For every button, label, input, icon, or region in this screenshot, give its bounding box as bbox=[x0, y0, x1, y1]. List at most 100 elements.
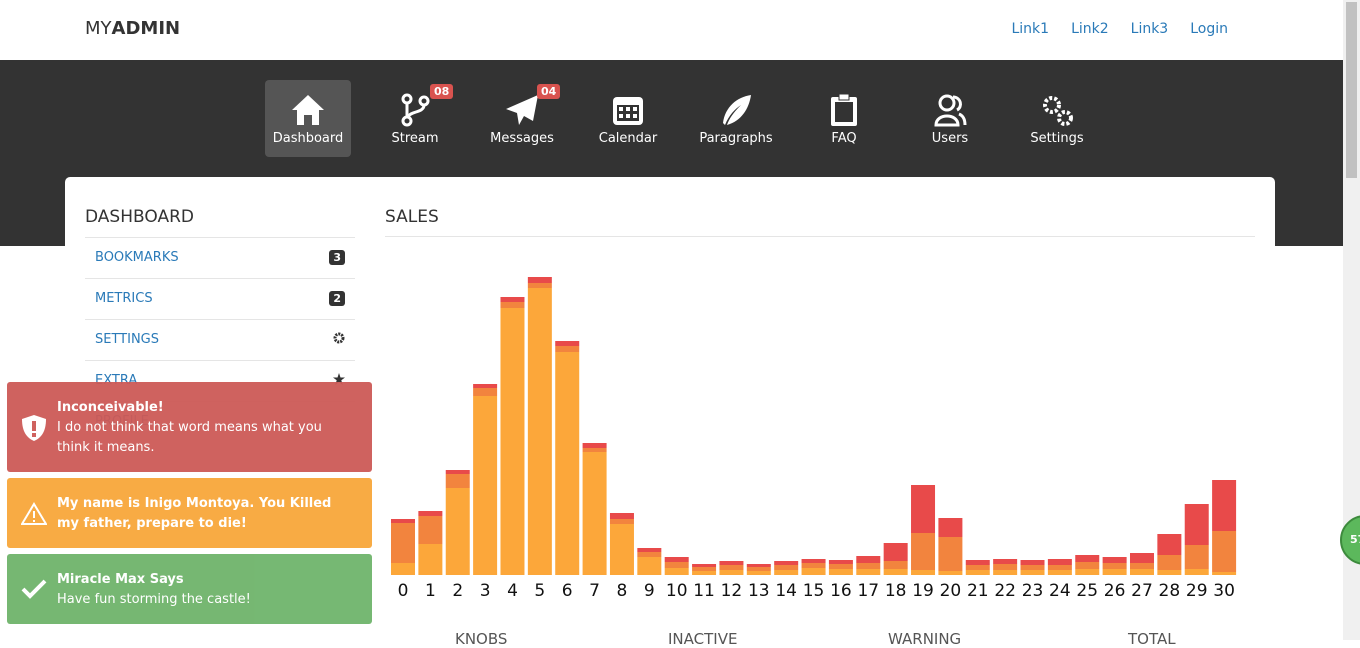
bar-segment bbox=[555, 352, 580, 575]
bar-segment bbox=[911, 485, 936, 533]
toast-warning[interactable]: My name is Inigo Montoya. You Killed my … bbox=[7, 478, 372, 548]
bar-segment bbox=[883, 543, 908, 561]
bar-segment bbox=[1102, 563, 1127, 569]
bar-segment bbox=[774, 570, 799, 575]
x-tick-label: 4 bbox=[507, 581, 518, 601]
bar-segment bbox=[856, 563, 881, 569]
shield-icon bbox=[22, 415, 46, 441]
x-tick-label: 30 bbox=[1213, 581, 1235, 601]
bar-segment bbox=[609, 513, 634, 519]
sidebar-title: DASHBOARD bbox=[85, 207, 194, 227]
toast-error[interactable]: Inconceivable! I do not think that word m… bbox=[7, 382, 372, 472]
x-tick-label: 20 bbox=[940, 581, 962, 601]
bar-segment bbox=[609, 519, 634, 524]
toast-message: Have fun storming the castle! bbox=[57, 592, 251, 607]
bar-segment bbox=[1075, 569, 1100, 575]
nav-item[interactable]: Paragraphs bbox=[693, 80, 779, 157]
bar-segment bbox=[637, 557, 662, 575]
bar-segment bbox=[418, 544, 443, 575]
bar-segment bbox=[965, 560, 990, 565]
scroll-thumb[interactable] bbox=[1346, 2, 1357, 178]
bar-segment bbox=[500, 308, 525, 575]
bar-segment bbox=[445, 474, 470, 488]
link[interactable]: Link3 bbox=[1130, 21, 1169, 37]
x-tick-label: 19 bbox=[912, 581, 934, 601]
bar-segment bbox=[582, 443, 607, 448]
bar-segment bbox=[1212, 572, 1237, 575]
nav-item[interactable]: Dashboard bbox=[265, 80, 351, 157]
x-tick-label: 5 bbox=[534, 581, 545, 601]
nav-label: Calendar bbox=[598, 131, 658, 146]
nav-item[interactable]: Stream 08 bbox=[372, 80, 458, 157]
x-tick-label: 28 bbox=[1159, 581, 1181, 601]
bar-segment bbox=[828, 560, 853, 564]
bar-segment bbox=[1075, 562, 1100, 569]
toast-title: Inconceivable! bbox=[57, 400, 164, 415]
bar-segment bbox=[1102, 569, 1127, 575]
brand[interactable]: MYADMIN bbox=[85, 18, 180, 39]
toast-success[interactable]: Miracle Max Says Have fun storming the ca… bbox=[7, 554, 372, 624]
bar-segment bbox=[664, 568, 689, 575]
bar-segment bbox=[445, 470, 470, 474]
x-tick-label: 23 bbox=[1022, 581, 1044, 601]
link[interactable]: Link1 bbox=[1011, 21, 1050, 37]
check-icon bbox=[21, 579, 47, 599]
nav-item[interactable]: FAQ bbox=[801, 80, 887, 157]
link[interactable]: Link2 bbox=[1071, 21, 1109, 37]
bar-segment bbox=[1212, 531, 1237, 572]
icon bbox=[934, 94, 967, 127]
bar-segment bbox=[1212, 480, 1237, 531]
icon bbox=[723, 95, 751, 125]
bar-segment bbox=[500, 302, 525, 308]
bar-segment bbox=[1102, 557, 1127, 563]
bar-segment bbox=[391, 519, 415, 523]
icon bbox=[506, 95, 538, 125]
x-tick-label: 13 bbox=[748, 581, 770, 601]
bar-segment bbox=[1129, 563, 1154, 569]
nav-item[interactable]: Messages 04 bbox=[479, 80, 565, 157]
bar-segment bbox=[418, 516, 443, 544]
x-tick-label: 17 bbox=[857, 581, 879, 601]
badge: 04 bbox=[537, 84, 561, 99]
x-tick-label: 8 bbox=[617, 581, 628, 601]
toast-message: My name is Inigo Montoya. You Killed my … bbox=[57, 496, 332, 531]
bar-segment bbox=[883, 561, 908, 569]
bar-segment bbox=[1129, 553, 1154, 563]
stat-label: WARNING bbox=[888, 630, 962, 648]
item-label: BOOKMARKS bbox=[95, 250, 179, 265]
nav-item[interactable]: Settings bbox=[1014, 80, 1100, 157]
bar-segment bbox=[993, 559, 1018, 564]
bar-segment bbox=[609, 524, 634, 575]
bar-segment bbox=[746, 571, 771, 575]
chart: 0 1 2 3 4 5 6 7 8 9 10 11 12 13 14 15 16 17 18 19 20 21 22 23 24… bbox=[391, 277, 1237, 601]
stat-label: TOTAL bbox=[1128, 630, 1176, 648]
x-tick-label: 14 bbox=[775, 581, 797, 601]
bar-segment bbox=[555, 341, 580, 346]
x-tick-label: 0 bbox=[398, 581, 409, 601]
x-tick-label: 18 bbox=[885, 581, 907, 601]
bar-segment bbox=[473, 388, 498, 396]
bar-segment bbox=[692, 571, 717, 575]
sidebar-item[interactable]: BOOKMARKS 3 bbox=[85, 237, 355, 278]
sidebar-item[interactable]: METRICS 2 bbox=[85, 278, 355, 319]
gear-icon bbox=[333, 332, 345, 344]
x-tick-label: 15 bbox=[803, 581, 825, 601]
x-tick-label: 6 bbox=[562, 581, 573, 601]
nav-item[interactable]: Users bbox=[907, 80, 993, 157]
link[interactable]: Login bbox=[1190, 21, 1228, 37]
brand-bold: ADMIN bbox=[111, 18, 181, 39]
bar-segment bbox=[1184, 569, 1209, 575]
star-icon bbox=[333, 373, 345, 385]
x-tick-label: 21 bbox=[967, 581, 989, 601]
sidebar-item[interactable]: SETTINGS bbox=[85, 319, 355, 360]
item-label: SETTINGS bbox=[95, 332, 160, 347]
bar-segment bbox=[746, 564, 771, 567]
bar-segment bbox=[856, 556, 881, 563]
icon bbox=[401, 93, 430, 127]
x-tick-label: 29 bbox=[1186, 581, 1208, 601]
bar-segment bbox=[938, 571, 963, 575]
bar-segment bbox=[993, 570, 1018, 575]
bar-segment bbox=[856, 569, 881, 575]
nav-item[interactable]: Calendar bbox=[585, 80, 671, 157]
